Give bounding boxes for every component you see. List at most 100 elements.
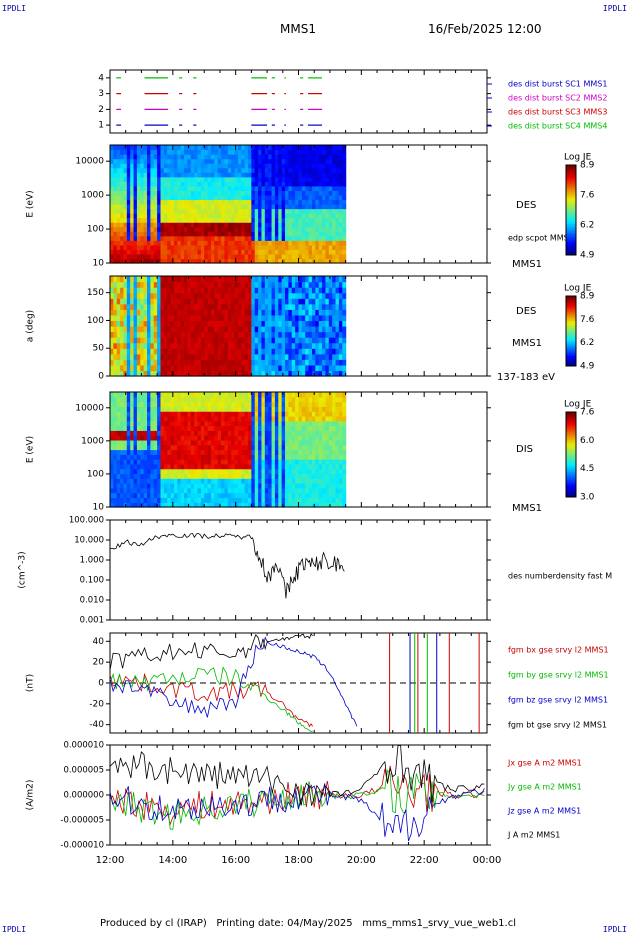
dis-energy-cell [210, 425, 215, 431]
des-energy-cell [298, 181, 303, 187]
des-pitch-cell [298, 359, 303, 366]
dis-energy-cell [147, 487, 151, 494]
dis-energy-cell [305, 468, 310, 475]
des-energy-cell [338, 213, 343, 219]
des-energy-cell [190, 176, 195, 182]
des-energy-cell [285, 172, 290, 178]
des-pitch-cell [318, 342, 323, 349]
des-energy-cell [184, 217, 189, 223]
des-pitch-cell [113, 337, 118, 344]
des-energy-cell [184, 185, 189, 191]
des-energy-cell [234, 172, 239, 178]
des-pitch-cell [157, 353, 162, 360]
des-energy-cell [147, 258, 151, 264]
dis-energy-cell [113, 435, 118, 441]
dis-energy-cell [214, 487, 219, 494]
dis-energy-cell [180, 492, 185, 499]
des-energy-cell [210, 208, 215, 214]
des-pitch-cell [110, 353, 114, 360]
des-energy-cell [187, 231, 192, 237]
des-pitch-cell [187, 292, 192, 299]
des-energy-cell [143, 204, 148, 210]
des-energy-cell [311, 158, 316, 164]
des-energy-cell [328, 194, 333, 201]
des-energy-cell [147, 235, 151, 241]
dis-energy-cell [227, 449, 232, 455]
des-energy-cell [301, 190, 306, 196]
dis-energy-cell [301, 459, 306, 465]
dis-energy-cell [217, 411, 222, 417]
des-pitch-cell [160, 292, 165, 299]
des-pitch-cell [338, 314, 343, 322]
des-pitch-cell [261, 320, 266, 327]
des-energy-cell [325, 235, 330, 241]
des-pitch-cell [210, 314, 215, 322]
des-pitch-cell [116, 314, 121, 322]
des-energy-cell [254, 204, 259, 210]
des-pitch-cell [207, 331, 212, 338]
des-pitch-cell [143, 287, 148, 294]
dis-energy-cell [180, 483, 185, 489]
dis-energy-cell [295, 392, 300, 398]
des-energy-cell [248, 145, 252, 151]
des-energy-cell [328, 217, 333, 223]
des-pitch-cell [173, 337, 178, 344]
des-pitch-cell [197, 298, 202, 305]
dis-energy-cell [200, 463, 205, 470]
des-pitch-cell [335, 337, 340, 344]
des-energy-cell [244, 163, 249, 169]
dis-energy-cell [221, 392, 226, 398]
des-energy-cell [160, 149, 165, 155]
dis-energy-cell [173, 444, 178, 451]
dis-energy-cell [301, 454, 306, 460]
des-energy-cell [342, 163, 347, 169]
des-pitch-cell [315, 287, 320, 294]
dis-energy-cell [207, 406, 212, 412]
des-energy-cell [301, 176, 306, 182]
des-pitch-cell [177, 342, 182, 349]
des-energy-cell [244, 231, 249, 237]
des-energy-cell [190, 145, 195, 151]
dis-energy-cell [244, 502, 249, 508]
des-energy-cell [332, 244, 337, 250]
des-energy-cell [123, 226, 128, 232]
des-pitch-cell [278, 370, 283, 377]
des-pitch-cell [342, 320, 347, 327]
dis-energy-cell [295, 502, 300, 508]
des-pitch-cell [301, 331, 306, 338]
des-energy-cell [140, 172, 145, 178]
dis-energy-cell [322, 454, 327, 460]
des-pitch-cell [268, 359, 273, 366]
dis-energy-cell [133, 406, 138, 412]
des-energy-cell [274, 145, 279, 151]
des-pitch-cell [305, 314, 310, 322]
des-pitch-cell [308, 303, 313, 310]
des-energy-cell [308, 235, 313, 241]
des-energy-cell [123, 158, 128, 164]
des-pitch-cell [204, 342, 209, 349]
des-pitch-cell [285, 314, 290, 322]
des-energy-cell [271, 172, 276, 178]
des-pitch-cell [285, 364, 290, 372]
des-energy-cell [113, 145, 118, 151]
des-energy-cell [254, 244, 259, 250]
des-pitch-cell [271, 337, 276, 344]
dis-energy-cell [322, 487, 327, 494]
dis-energy-cell [167, 497, 172, 503]
des-pitch-cell [184, 331, 189, 338]
des-pitch-cell [207, 353, 212, 360]
des-energy-cell [120, 226, 125, 232]
dis-energy-cell [325, 392, 330, 398]
des-pitch-cell [163, 303, 168, 310]
des-pitch-cell [143, 303, 148, 310]
des-pitch-colorbar-tick-label: 6.2 [580, 338, 594, 348]
dis-energy-cell [190, 401, 195, 407]
des-pitch-cell [177, 353, 182, 360]
des-pitch-cell [170, 342, 175, 349]
dis-energy-cell [251, 430, 256, 436]
dis-energy-cell [120, 454, 125, 460]
des-pitch-cell [231, 292, 236, 299]
des-energy-cell [261, 199, 266, 205]
des-pitch-cell [301, 364, 306, 372]
des-energy-cell [291, 199, 296, 205]
